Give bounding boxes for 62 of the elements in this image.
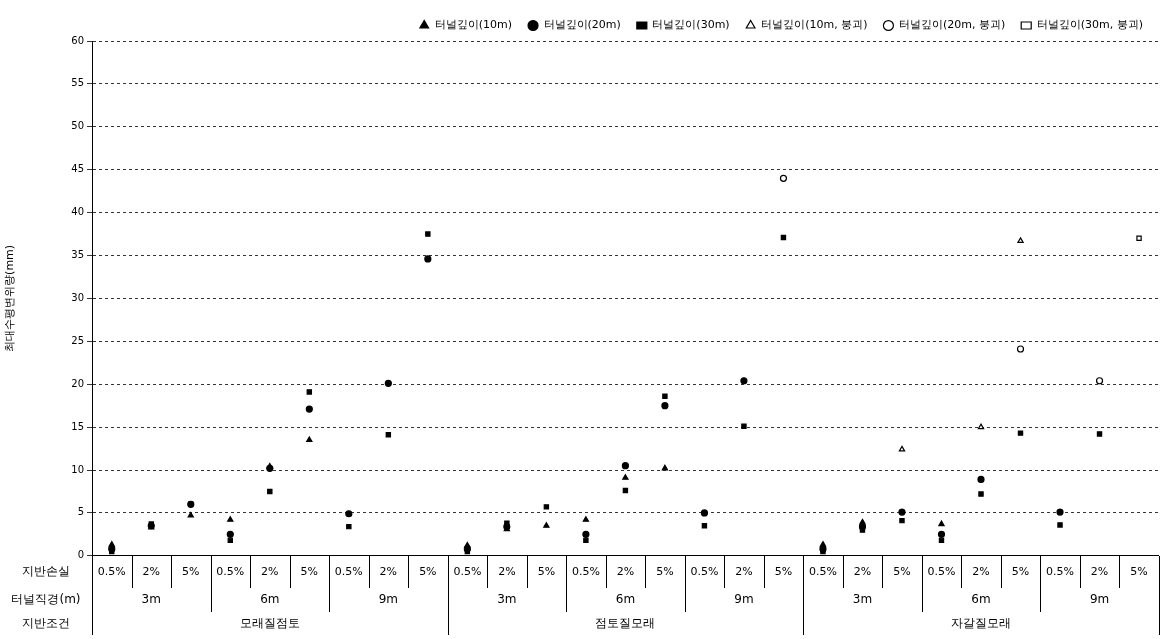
- x-tick-label: 5%: [182, 565, 200, 579]
- x-tick-label: 2%: [735, 565, 753, 579]
- y-tick-label: 5: [77, 506, 84, 518]
- text: 3m: [852, 591, 873, 606]
- x-tick-label: 2%: [853, 565, 872, 579]
- x-tick-label: 5%: [419, 565, 437, 579]
- text: 9m: [378, 591, 398, 606]
- text: 지반손실: [22, 563, 70, 578]
- text: 자갈질모래: [951, 615, 1011, 630]
- x-tick-label: 0.5%: [334, 565, 363, 579]
- legend-label: 터널깊이(10m): [434, 18, 513, 32]
- x-tick-label: 0.5%: [216, 565, 245, 579]
- legend-label: 터널깊이(20m): [543, 18, 621, 32]
- y-tick-label: 45: [71, 163, 84, 175]
- text: 6m: [615, 591, 636, 606]
- y-tick-label: 55: [71, 77, 84, 89]
- legend-label: 터널깊이(30m): [652, 18, 730, 32]
- x-tick-label: 5%: [1130, 565, 1148, 579]
- y-tick-label: 35: [71, 249, 84, 261]
- x-tick-label: 2%: [379, 565, 398, 579]
- x-tick-label: 5%: [1011, 565, 1030, 579]
- x-tick-label: 2%: [1090, 565, 1109, 579]
- x-tick-label: 0.5%: [808, 565, 837, 579]
- text: 3m: [497, 591, 517, 606]
- y-tick-label: 0: [77, 549, 84, 561]
- x-tick-label: 0.5%: [927, 565, 956, 579]
- text: 터널직경(m): [11, 591, 81, 606]
- y-tick-label: 50: [71, 120, 84, 132]
- x-tick-label: 0.5%: [690, 565, 719, 579]
- text: 모래질점토: [239, 615, 300, 630]
- text: 6m: [971, 591, 991, 606]
- x-tick-label: 0.5%: [97, 565, 126, 579]
- text: 3m: [141, 591, 161, 606]
- y-tick-label: 40: [71, 206, 84, 218]
- x-tick-label: 2%: [261, 565, 279, 579]
- x-tick-label: 5%: [656, 565, 674, 579]
- legend-label: 터널깊이(10m, 붕괴): [761, 18, 868, 32]
- y-tick-label: 20: [71, 377, 84, 389]
- x-tick-label: 2%: [972, 565, 990, 579]
- y-tick-label: 25: [71, 334, 84, 346]
- y-tick-label: 60: [71, 34, 84, 46]
- x-tick-label: 5%: [537, 565, 556, 579]
- y-tick-label: 10: [71, 463, 84, 475]
- x-tick-label: 0.5%: [1046, 565, 1074, 579]
- text: 9m: [1089, 591, 1110, 606]
- text: 지반조건: [22, 615, 70, 630]
- y-tick-label: 30: [71, 291, 84, 303]
- x-tick-label: 5%: [774, 565, 793, 579]
- text: 점토질모래: [595, 615, 656, 630]
- x-tick-label: 2%: [142, 565, 160, 579]
- text: 6m: [260, 591, 280, 606]
- x-tick-label: 2%: [616, 565, 635, 579]
- x-tick-label: 2%: [498, 565, 516, 579]
- x-tick-label: 5%: [893, 565, 911, 579]
- text: 9m: [734, 591, 754, 606]
- legend-label: 터널깊이(20m, 붕괴): [898, 18, 1006, 32]
- y-tick-label: 15: [71, 420, 84, 432]
- x-tick-label: 0.5%: [571, 565, 600, 579]
- y-axis-title: 최대수평변위량(mm): [3, 244, 17, 352]
- x-tick-label: 0.5%: [453, 565, 482, 579]
- legend-label: 터널깊이(30m, 붕괴): [1036, 18, 1144, 32]
- x-tick-label: 5%: [300, 565, 319, 579]
